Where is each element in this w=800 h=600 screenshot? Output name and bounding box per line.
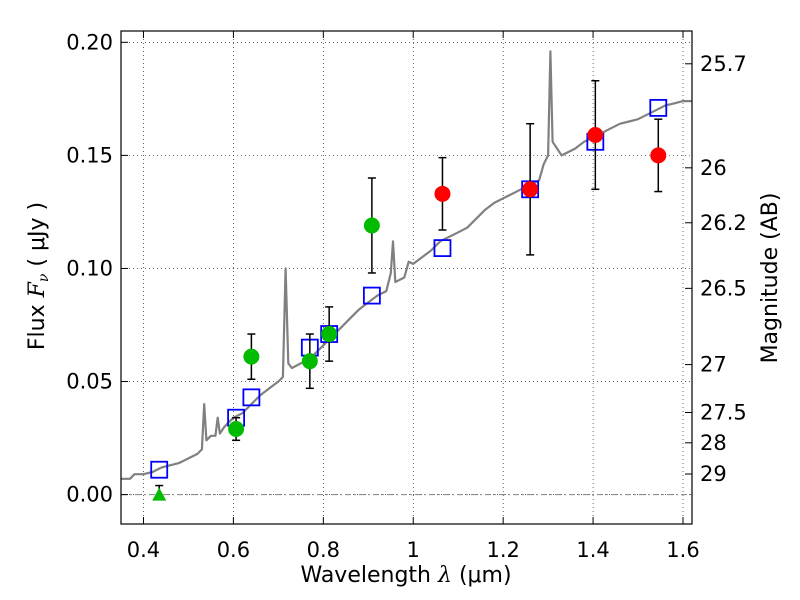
upper-limit-triangle <box>152 487 167 501</box>
x-tick-label: 0.4 <box>127 538 160 562</box>
y-tick-label: 0.00 <box>66 483 113 507</box>
data-marks <box>150 80 668 501</box>
y-axis-title: Flux Fν ( μJy ) <box>25 202 52 350</box>
green-data-point <box>321 326 338 343</box>
y-tick-label: 0.15 <box>66 143 113 167</box>
y-tick-label: 0.20 <box>66 30 113 54</box>
x-tick-label: 1 <box>407 538 420 562</box>
green-data-point <box>301 353 318 370</box>
model-flux-square <box>362 286 381 305</box>
red-data-point <box>650 147 667 164</box>
x-tick-label: 0.8 <box>307 538 340 562</box>
x-tick-label: 1.4 <box>576 538 609 562</box>
right-tick-label: 27.5 <box>700 401 747 425</box>
x-axis-title: Wavelength λ (μm) <box>300 563 511 588</box>
model-spectrum-line <box>121 50 692 480</box>
axis-ticks <box>121 31 692 524</box>
right-tick-label: 27 <box>700 353 727 377</box>
green-data-point <box>243 348 260 365</box>
plot-frame <box>120 30 693 525</box>
x-tick-label: 0.6 <box>217 538 250 562</box>
model-flux-square <box>433 239 452 258</box>
green-data-point <box>228 421 245 438</box>
right-tick-label: 25.7 <box>700 52 747 76</box>
red-data-point <box>522 181 539 198</box>
right-tick-label: 26.2 <box>700 211 747 235</box>
model-flux-square <box>649 98 668 117</box>
x-tick-label: 1.2 <box>486 538 519 562</box>
right-axis-title: Magnitude (AB) <box>758 193 783 364</box>
y-tick-label: 0.05 <box>66 370 113 394</box>
red-data-point <box>434 185 451 202</box>
tick-labels: 0.4 0.6 0.8 1 1.2 1.4 1.6 0.00 0.05 0.10 0.15 0.20 2… <box>66 30 747 562</box>
right-tick-label: 29 <box>700 462 727 486</box>
y-tick-label: 0.10 <box>66 256 113 280</box>
red-data-point <box>587 127 604 144</box>
right-tick-label: 26.5 <box>700 276 747 300</box>
model-flux-square <box>242 388 261 407</box>
green-data-point <box>363 217 380 234</box>
right-tick-label: 28 <box>700 431 727 455</box>
right-tick-label: 26 <box>700 156 727 180</box>
model-flux-square <box>150 460 169 479</box>
grid-lines <box>121 31 692 524</box>
x-tick-label: 1.6 <box>666 538 699 562</box>
